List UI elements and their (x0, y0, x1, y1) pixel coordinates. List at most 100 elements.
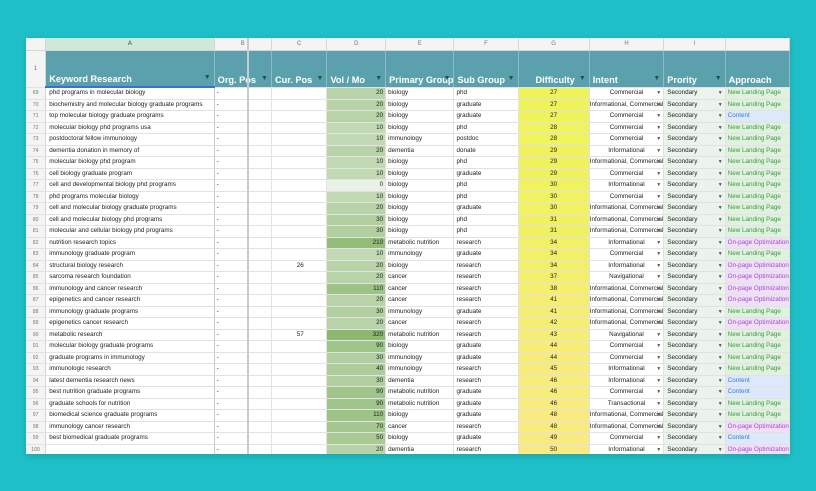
priority-dropdown[interactable]: Secondary ▼ (663, 409, 726, 422)
keyword-cell[interactable]: biomedical science graduate programs (45, 409, 215, 422)
org-pos-cell[interactable]: - (214, 375, 272, 387)
chevron-down-icon[interactable]: ▼ (717, 285, 723, 292)
row-number[interactable]: 86 (26, 283, 47, 295)
approach-cell[interactable]: Content (725, 110, 790, 123)
filter-icon[interactable]: ▼ (375, 74, 383, 82)
org-pos-cell[interactable]: - (214, 225, 272, 238)
row-number[interactable]: 89 (26, 317, 47, 330)
intent-dropdown[interactable]: Commercial ▼ (589, 432, 665, 445)
vol-cell[interactable]: 30 (326, 352, 387, 364)
priority-dropdown[interactable]: Secondary ▼ (663, 398, 726, 410)
sub-group-cell[interactable]: phd (453, 156, 519, 169)
filter-icon[interactable]: ▼ (203, 74, 211, 81)
intent-dropdown[interactable]: Informational, Commercial ▼ (589, 283, 665, 295)
approach-cell[interactable]: New Landing Page (725, 145, 790, 157)
priority-dropdown[interactable]: Secondary ▼ (663, 329, 726, 341)
keyword-cell[interactable] (45, 444, 215, 454)
chevron-down-icon[interactable]: ▼ (717, 377, 723, 384)
chevron-down-icon[interactable]: ▼ (717, 412, 723, 418)
row-number[interactable]: 71 (26, 110, 47, 123)
difficulty-cell[interactable]: 28 (518, 133, 590, 146)
header-row-number[interactable]: 1 (26, 50, 47, 88)
priority-dropdown[interactable]: Secondary ▼ (663, 375, 726, 387)
cur-pos-cell[interactable] (271, 340, 328, 353)
chevron-down-icon[interactable]: ▼ (656, 205, 662, 211)
primary-group-cell[interactable]: immunology (385, 133, 455, 146)
intent-dropdown[interactable]: Informational, Commercial ▼ (589, 99, 665, 111)
vol-cell[interactable]: 110 (326, 283, 387, 295)
approach-cell[interactable]: Content (725, 432, 790, 445)
column-letter-g[interactable]: G (518, 38, 590, 51)
vol-cell[interactable]: 50 (326, 432, 387, 445)
intent-dropdown[interactable]: Informational ▼ (589, 145, 665, 157)
vol-cell[interactable]: 10 (326, 191, 387, 203)
chevron-down-icon[interactable]: ▼ (717, 101, 723, 108)
priority-dropdown[interactable]: Secondary ▼ (663, 432, 726, 445)
row-number[interactable]: 73 (26, 133, 47, 146)
org-pos-cell[interactable]: - (214, 202, 272, 215)
org-pos-cell[interactable]: - (214, 386, 272, 399)
vol-cell[interactable]: 10 (326, 156, 387, 169)
intent-dropdown[interactable]: Commercial ▼ (589, 168, 665, 180)
filter-icon[interactable]: ▼ (443, 74, 451, 82)
chevron-down-icon[interactable]: ▼ (717, 228, 723, 234)
org-pos-cell[interactable]: - (214, 340, 272, 353)
cur-pos-cell[interactable] (271, 306, 328, 318)
sub-group-cell[interactable]: research (453, 363, 519, 376)
difficulty-cell[interactable]: 30 (518, 179, 590, 192)
priority-dropdown[interactable]: Secondary ▼ (663, 352, 726, 364)
row-number[interactable]: 91 (26, 340, 47, 353)
org-pos-cell[interactable]: - (214, 271, 272, 284)
cur-pos-cell[interactable] (271, 294, 328, 307)
primary-group-cell[interactable]: dementia (385, 145, 455, 157)
keyword-cell[interactable]: molecular biology phd programs usa (45, 122, 215, 134)
primary-group-cell[interactable]: biology (385, 432, 455, 445)
column-letter-j[interactable] (725, 38, 790, 51)
chevron-down-icon[interactable]: ▼ (717, 366, 723, 372)
org-pos-cell[interactable]: - (214, 248, 272, 261)
approach-cell[interactable]: New Landing Page (725, 202, 790, 215)
org-pos-cell[interactable]: - (214, 398, 272, 410)
chevron-down-icon[interactable]: ▼ (656, 113, 662, 119)
header-difficulty[interactable]: Difficulty ▼ (518, 50, 590, 88)
keyword-cell[interactable]: best biomedical graduate programs (45, 432, 215, 445)
keyword-cell[interactable]: postdoctoral fellow immunology (45, 133, 215, 146)
org-pos-cell[interactable]: - (214, 317, 272, 330)
priority-dropdown[interactable]: Secondary ▼ (663, 363, 726, 376)
cur-pos-cell[interactable] (271, 122, 328, 134)
vol-cell[interactable]: 210 (326, 237, 387, 249)
difficulty-cell[interactable]: 46 (518, 398, 590, 410)
header-cur-pos[interactable]: Cur. Pos ▼ (271, 50, 328, 88)
vol-cell[interactable]: 10 (326, 122, 387, 134)
cur-pos-cell[interactable] (271, 145, 328, 157)
priority-dropdown[interactable]: Secondary ▼ (663, 145, 726, 157)
row-number[interactable]: 96 (26, 398, 47, 410)
chevron-down-icon[interactable]: ▼ (717, 239, 723, 246)
chevron-down-icon[interactable]: ▼ (656, 435, 662, 441)
org-pos-cell[interactable]: - (214, 110, 272, 123)
keyword-cell[interactable]: molecular biology phd program (45, 156, 215, 169)
approach-cell[interactable]: New Landing Page (725, 87, 790, 100)
chevron-down-icon[interactable]: ▼ (656, 343, 662, 349)
row-number[interactable]: 81 (26, 225, 47, 238)
org-pos-cell[interactable]: - (214, 363, 272, 376)
primary-group-cell[interactable]: cancer (385, 283, 455, 295)
priority-dropdown[interactable]: Secondary ▼ (663, 133, 726, 146)
row-number[interactable]: 94 (26, 375, 47, 387)
primary-group-cell[interactable]: immunology (385, 363, 455, 376)
sub-group-cell[interactable]: research (453, 271, 519, 284)
primary-group-cell[interactable]: cancer (385, 294, 455, 307)
sub-group-cell[interactable]: postdoc (453, 133, 519, 146)
chevron-down-icon[interactable]: ▼ (656, 182, 662, 188)
intent-dropdown[interactable]: Informational ▼ (589, 237, 665, 249)
select-all-corner[interactable] (26, 38, 47, 51)
chevron-down-icon[interactable]: ▼ (717, 113, 723, 119)
approach-cell[interactable]: Content (725, 386, 790, 399)
column-letter-c[interactable]: C (271, 38, 328, 51)
primary-group-cell[interactable]: biology (385, 409, 455, 422)
intent-dropdown[interactable]: Navigational ▼ (589, 329, 665, 341)
chevron-down-icon[interactable]: ▼ (656, 400, 662, 407)
chevron-down-icon[interactable]: ▼ (656, 228, 662, 234)
chevron-down-icon[interactable]: ▼ (717, 216, 723, 223)
cur-pos-cell[interactable] (271, 421, 328, 433)
